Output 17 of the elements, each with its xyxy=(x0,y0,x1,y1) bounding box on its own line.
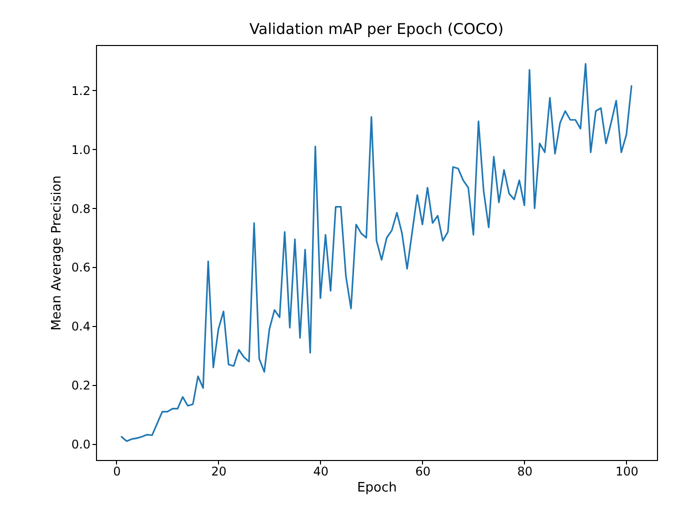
y-tick-label: 0.2 xyxy=(71,378,90,393)
x-tick-label: 0 xyxy=(113,464,121,478)
y-tick-label: 0.6 xyxy=(71,260,90,275)
x-tick-label: 40 xyxy=(313,464,329,478)
x-tick-label: 20 xyxy=(211,464,227,478)
y-tick-label: 1.0 xyxy=(71,142,90,157)
y-axis-title: Mean Average Precision xyxy=(49,175,64,331)
y-tick-label: 0.4 xyxy=(71,320,90,334)
x-tick-label: 100 xyxy=(615,464,638,478)
chart-title: Validation mAP per Epoch (COCO) xyxy=(249,20,504,38)
y-tick-label: 0.8 xyxy=(71,202,90,216)
x-tick-label: 80 xyxy=(517,464,533,478)
y-tick-label: 0.0 xyxy=(71,438,90,452)
line-series xyxy=(120,63,632,442)
y-tick-label: 1.2 xyxy=(71,84,90,98)
x-axis-title: Epoch xyxy=(357,480,397,496)
x-tick-label: 60 xyxy=(415,464,431,478)
